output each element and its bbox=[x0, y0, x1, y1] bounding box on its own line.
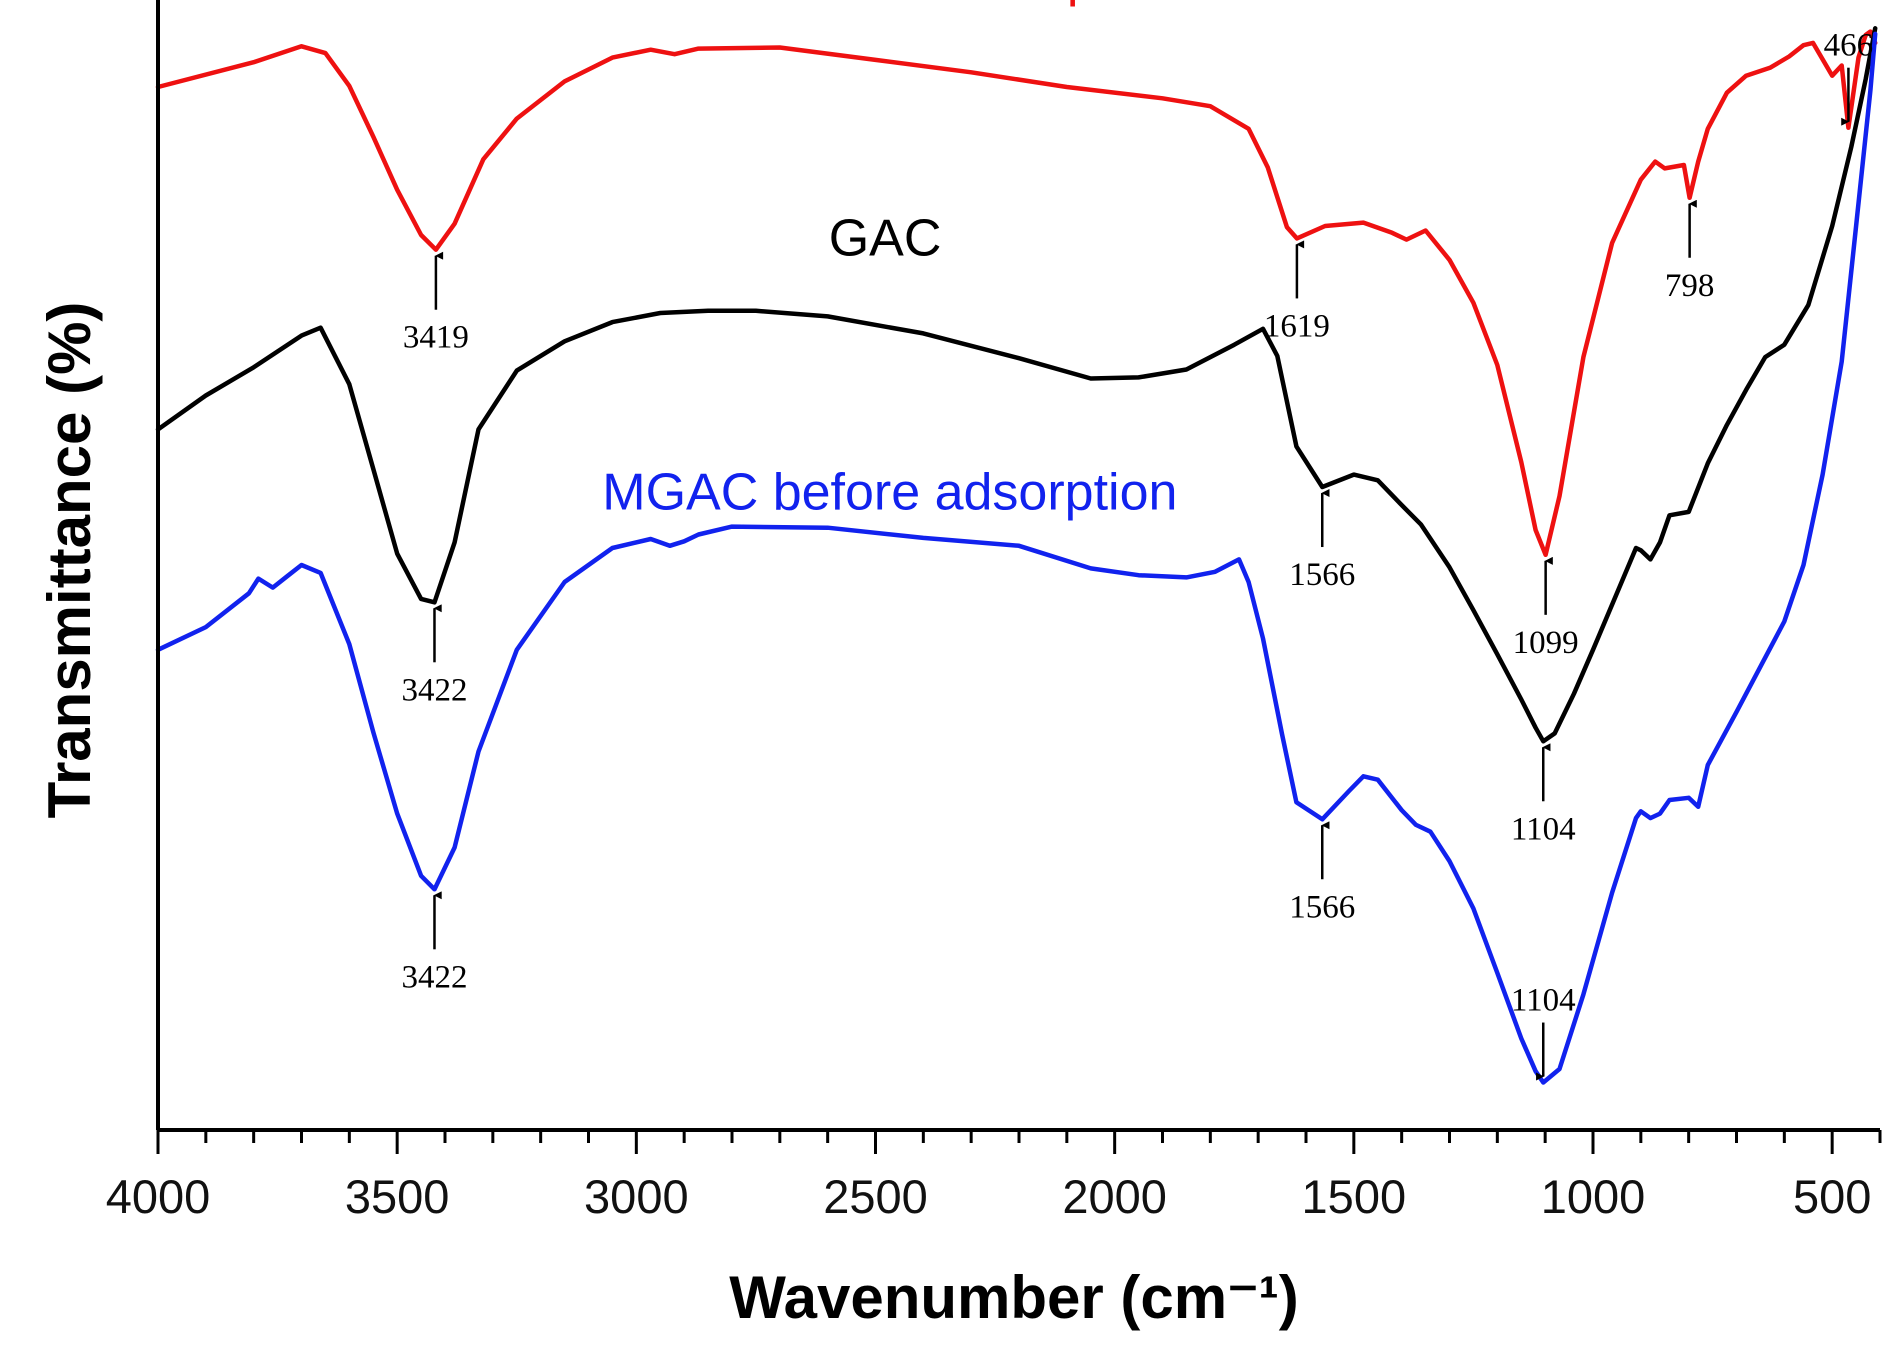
series-label-layer: MGAC after adsorption GAC MGAC before adso… bbox=[602, 0, 1179, 522]
peak-label: 1104 bbox=[1511, 983, 1576, 1019]
y-axis-title: Transmittance (%) bbox=[36, 302, 103, 819]
peak-annotation: 1104 bbox=[1511, 743, 1576, 847]
series-label: MGAC after adsorption bbox=[648, 0, 1180, 7]
x-tick-label: 2500 bbox=[823, 1170, 928, 1223]
annotation-layer: 3419 1619 1099 798 466 3422 1566 1104 3422 1566 11… bbox=[401, 28, 1874, 1081]
peak-annotation: 1566 bbox=[1289, 821, 1355, 925]
peak-label: 1099 bbox=[1513, 625, 1579, 661]
axis-layer: 4000 3500 3000 2500 2000 1500 1000 500 bbox=[106, 0, 1882, 1223]
peak-label: 798 bbox=[1665, 268, 1715, 304]
peak-annotation: 3422 bbox=[401, 891, 467, 995]
peak-annotation: 466 bbox=[1824, 28, 1874, 126]
series-layer bbox=[155, 26, 1878, 1085]
x-axis-title: Wavenumber (cm⁻¹) bbox=[729, 1264, 1299, 1331]
peak-label: 1566 bbox=[1289, 889, 1355, 925]
peak-label: 3422 bbox=[401, 672, 467, 708]
series-label: GAC bbox=[829, 209, 942, 267]
series-label: MGAC before adsorption bbox=[602, 464, 1177, 522]
x-tick-label: 2000 bbox=[1062, 1170, 1167, 1223]
peak-label: 1619 bbox=[1264, 308, 1330, 344]
peak-annotation: 1104 bbox=[1511, 983, 1576, 1081]
x-tick-label: 1000 bbox=[1541, 1170, 1646, 1223]
peak-label: 466 bbox=[1824, 28, 1874, 64]
series-line-1 bbox=[155, 29, 1878, 558]
peak-annotation: 1099 bbox=[1513, 556, 1579, 661]
x-tick-label: 1500 bbox=[1302, 1170, 1407, 1223]
peak-annotation: 1566 bbox=[1289, 489, 1355, 593]
x-tick-label: 3000 bbox=[584, 1170, 689, 1223]
peak-label: 3419 bbox=[403, 320, 469, 356]
x-tick-label: 500 bbox=[1793, 1170, 1871, 1223]
peak-annotation: 798 bbox=[1665, 199, 1715, 304]
series-line-3 bbox=[155, 31, 1878, 1085]
peak-annotation: 3422 bbox=[401, 604, 467, 708]
x-tick-label: 4000 bbox=[106, 1170, 211, 1223]
peak-annotation: 1619 bbox=[1264, 240, 1330, 344]
peak-label: 3422 bbox=[401, 959, 467, 995]
series-line-2 bbox=[155, 26, 1878, 744]
peak-label: 1104 bbox=[1511, 811, 1576, 847]
x-tick-label: 3500 bbox=[345, 1170, 450, 1223]
peak-label: 1566 bbox=[1289, 557, 1355, 593]
peak-annotation: 3419 bbox=[403, 251, 469, 356]
